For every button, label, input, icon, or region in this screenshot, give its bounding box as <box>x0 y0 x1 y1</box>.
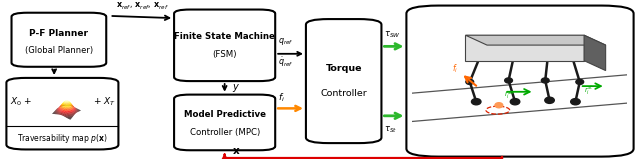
Text: $\mathbf{x}$: $\mathbf{x}$ <box>232 146 241 156</box>
Text: $r_i^{st}$: $r_i^{st}$ <box>584 83 594 96</box>
Text: Controller: Controller <box>320 89 367 98</box>
Text: Finite State Machine: Finite State Machine <box>174 31 275 41</box>
FancyBboxPatch shape <box>306 19 381 143</box>
Circle shape <box>571 99 580 105</box>
Text: (FSM): (FSM) <box>212 50 237 59</box>
Text: $y$: $y$ <box>232 82 241 94</box>
Text: Controller (MPC): Controller (MPC) <box>189 128 260 137</box>
Text: (Global Planner): (Global Planner) <box>25 46 93 55</box>
Polygon shape <box>584 35 605 71</box>
Polygon shape <box>465 35 584 61</box>
FancyBboxPatch shape <box>174 10 275 81</box>
Text: $\mathbf{x}_{ref},\,\dot{\mathbf{x}}_{ref},\,\ddot{\mathbf{x}}_{ref}$: $\mathbf{x}_{ref},\,\dot{\mathbf{x}}_{re… <box>116 0 169 12</box>
Text: Model Predictive: Model Predictive <box>184 110 266 119</box>
Circle shape <box>505 78 513 83</box>
Circle shape <box>545 97 554 103</box>
Text: P-F Planner: P-F Planner <box>29 29 88 38</box>
FancyBboxPatch shape <box>406 6 634 157</box>
Circle shape <box>541 78 549 83</box>
Circle shape <box>495 103 503 108</box>
Text: $X_0$ +: $X_0$ + <box>10 96 33 108</box>
Text: $r_i^{sw}$: $r_i^{sw}$ <box>504 90 516 102</box>
Circle shape <box>510 99 520 105</box>
FancyBboxPatch shape <box>12 13 106 67</box>
Circle shape <box>472 99 481 105</box>
Circle shape <box>576 79 584 84</box>
Text: $q_{ref}$: $q_{ref}$ <box>278 36 293 47</box>
Circle shape <box>466 79 474 84</box>
FancyBboxPatch shape <box>6 78 118 149</box>
Text: $f_i$: $f_i$ <box>278 91 285 104</box>
Text: $+\ X_T$: $+\ X_T$ <box>93 96 116 108</box>
Polygon shape <box>465 35 605 45</box>
Text: Torque: Torque <box>325 64 362 73</box>
FancyBboxPatch shape <box>174 95 275 150</box>
Text: $\tau_{SW}$: $\tau_{SW}$ <box>384 30 401 40</box>
Text: $f_i$: $f_i$ <box>452 63 459 76</box>
Text: Traversability map $p(\mathbf{x})$: Traversability map $p(\mathbf{x})$ <box>17 132 108 145</box>
Text: $\tau_{St}$: $\tau_{St}$ <box>384 124 397 135</box>
Text: $\dot{q}_{ref}$: $\dot{q}_{ref}$ <box>278 55 293 69</box>
